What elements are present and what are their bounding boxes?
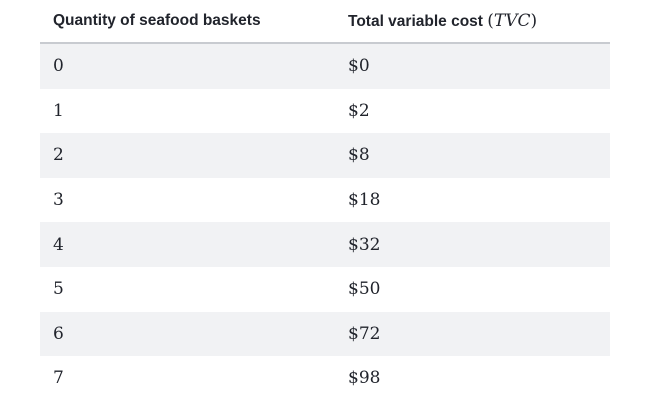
table-header: Quantity of seafood baskets Total variab… xyxy=(40,0,610,44)
header-cost-symbol: TVC xyxy=(493,11,531,31)
cell-quantity: 4 xyxy=(40,222,335,267)
table-row: 6 $72 xyxy=(40,311,610,357)
cell-quantity: 2 xyxy=(40,133,335,178)
cell-cost: $0 xyxy=(335,43,610,89)
header-total-variable-cost: Total variable cost (TVC) xyxy=(335,0,610,44)
cell-quantity: 0 xyxy=(40,43,335,89)
header-row: Quantity of seafood baskets Total variab… xyxy=(40,0,610,44)
cost-table-container: Quantity of seafood baskets Total variab… xyxy=(40,0,610,401)
cell-quantity: 6 xyxy=(40,311,335,357)
cell-cost: $8 xyxy=(335,133,610,178)
header-cost-label: Total variable cost xyxy=(348,13,488,30)
cell-cost: $18 xyxy=(335,177,610,223)
table-row: 5 $50 xyxy=(40,266,610,312)
header-cost-math: (TVC) xyxy=(487,11,538,31)
cell-quantity: 3 xyxy=(40,177,335,223)
table-body: 0 $0 1 $2 2 $8 3 $18 4 $32 5 $50 xyxy=(40,43,610,401)
cell-quantity: 5 xyxy=(40,266,335,312)
table-row: 0 $0 xyxy=(40,43,610,89)
table-row: 7 $98 xyxy=(40,356,610,401)
cost-table: Quantity of seafood baskets Total variab… xyxy=(40,0,610,401)
table-row: 2 $8 xyxy=(40,133,610,178)
cell-cost: $72 xyxy=(335,311,610,357)
cell-quantity: 7 xyxy=(40,356,335,401)
cell-cost: $50 xyxy=(335,266,610,312)
table-row: 3 $18 xyxy=(40,177,610,223)
cell-quantity: 1 xyxy=(40,88,335,134)
table-row: 1 $2 xyxy=(40,88,610,134)
table-row: 4 $32 xyxy=(40,222,610,267)
cell-cost: $2 xyxy=(335,88,610,134)
header-quantity: Quantity of seafood baskets xyxy=(40,0,335,44)
cell-cost: $98 xyxy=(335,356,610,401)
cell-cost: $32 xyxy=(335,222,610,267)
